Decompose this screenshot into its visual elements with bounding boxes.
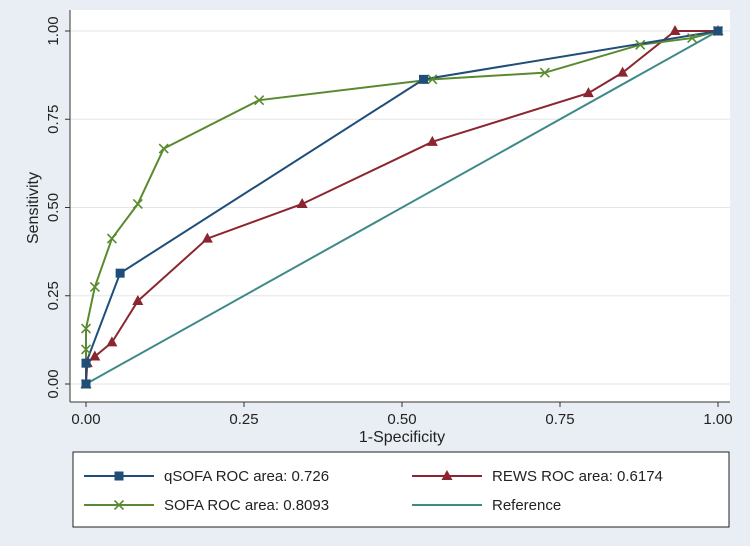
rews-point-2	[89, 350, 101, 361]
sofa-point-5	[132, 198, 143, 210]
y-tick-label-4: 1.00	[45, 16, 62, 45]
sofa-point-7	[254, 95, 265, 106]
x-tick-label-1: 0.25	[229, 411, 258, 428]
x-tick-label-4: 1.00	[703, 411, 732, 428]
rews-point-7	[426, 135, 438, 146]
legend-marker-qsofa	[114, 471, 124, 481]
legend-label-rews: REWS ROC area: 0.6174	[492, 468, 663, 485]
rews-point-8	[582, 87, 594, 98]
legend-label-reference: Reference	[492, 497, 561, 514]
legend-box	[72, 451, 730, 528]
sofa-point-6	[158, 143, 169, 154]
y-tick-label-1: 0.25	[45, 281, 62, 310]
sofa-point-1	[80, 344, 92, 355]
sofa-point-2	[80, 323, 92, 334]
series-markers	[80, 25, 724, 390]
plot-background	[70, 10, 730, 402]
rews-point-6	[296, 197, 308, 208]
rews-point-5	[201, 232, 213, 243]
rews-point-10	[669, 25, 681, 35]
qsofa-point-1	[81, 358, 91, 368]
y-tick-label-2: 0.50	[45, 193, 62, 222]
plot-area	[70, 10, 730, 402]
sofa-point-10	[635, 39, 646, 50]
legend-label-sofa: SOFA ROC area: 0.8093	[164, 497, 329, 514]
sofa-point-3	[89, 281, 100, 292]
sofa-point-4	[106, 233, 117, 244]
y-tick-label-3: 0.75	[45, 105, 62, 134]
rews-point-4	[132, 295, 144, 306]
x-tick-label-0: 0.00	[71, 411, 100, 428]
qsofa-point-3	[418, 74, 428, 84]
y-axis-title: Sensitivity	[25, 172, 42, 244]
sofa-point-11	[687, 32, 698, 44]
y-tick-label-0: 0.00	[45, 369, 62, 398]
qsofa-point-2	[115, 268, 125, 278]
sofa-point-9	[539, 67, 550, 78]
x-tick-label-2: 0.50	[387, 411, 416, 428]
legend-label-qsofa: qSOFA ROC area: 0.726	[164, 468, 329, 485]
reference-line	[85, 30, 719, 385]
axes: 0.00 0.25 0.50 0.75 1.00 0.00 0.25 0.50 0.75 1.00	[45, 10, 733, 428]
qsofa-point-4	[713, 26, 723, 36]
legend-marker-sofa	[113, 499, 125, 511]
qsofa-point-0	[81, 379, 91, 389]
rews-point-3	[106, 336, 118, 347]
sofa-point-8	[427, 74, 438, 85]
rews-point-9	[617, 66, 629, 77]
x-tick-label-3: 0.75	[545, 411, 574, 428]
legend-marker-rews	[441, 470, 453, 480]
x-axis-title: 1-Specificity	[359, 429, 445, 446]
legend: qSOFA ROC area: 0.726 REWS ROC area: 0.61…	[72, 451, 730, 528]
